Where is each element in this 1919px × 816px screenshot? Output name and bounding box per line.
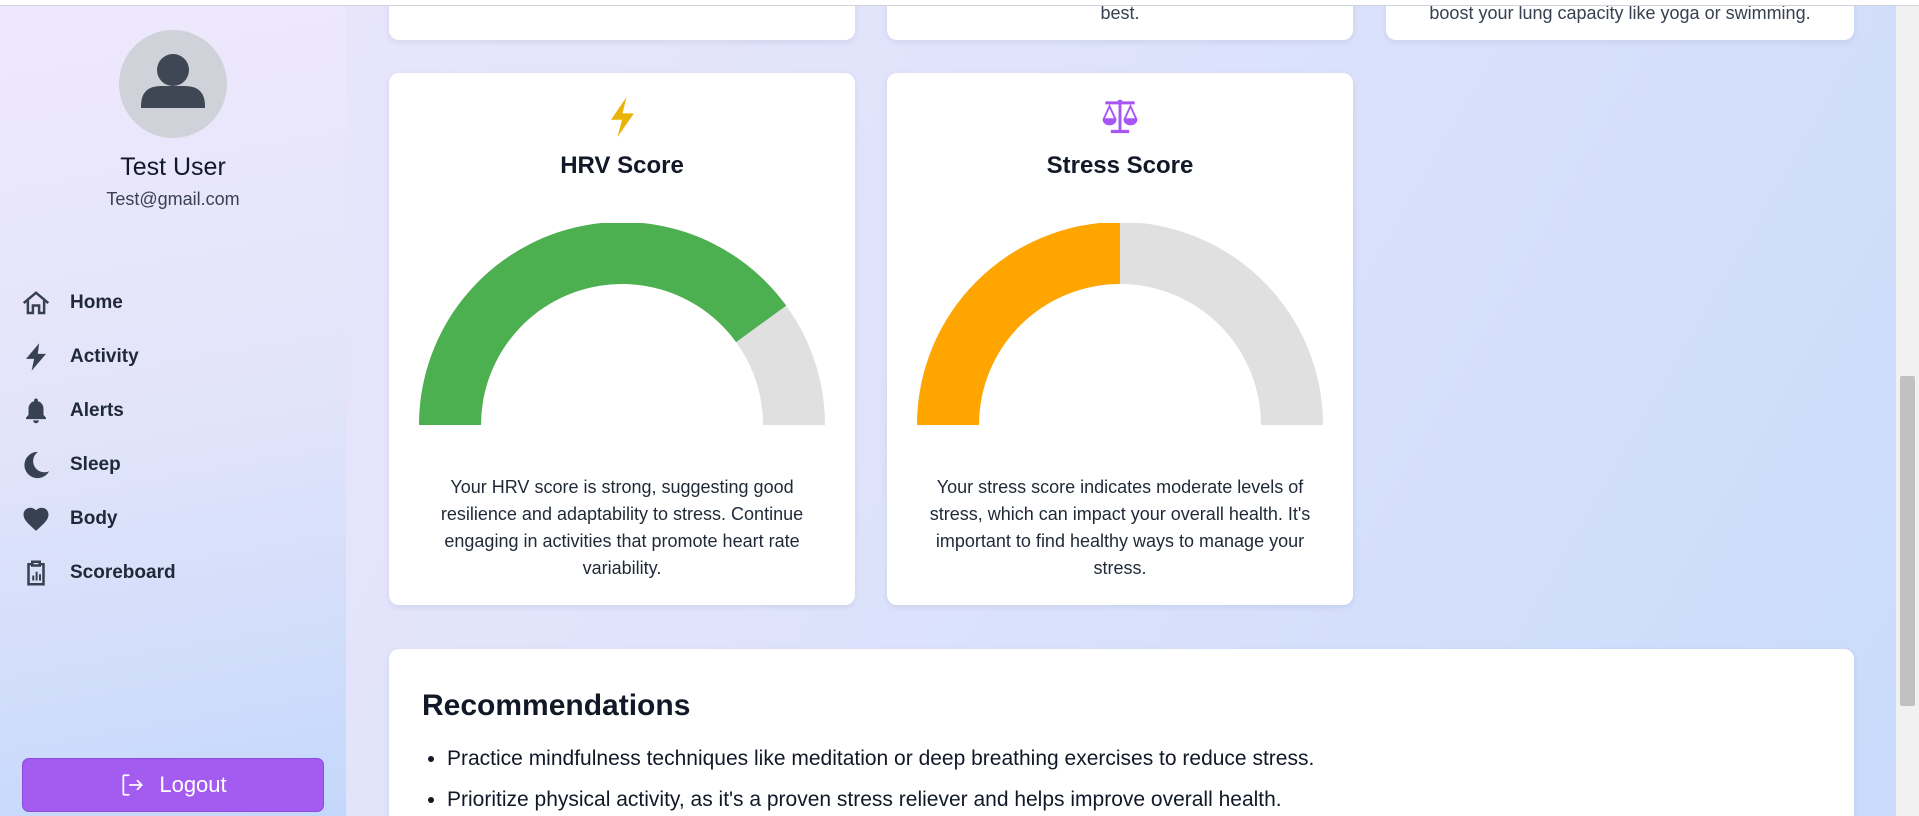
logout-button[interactable]: Logout	[22, 758, 324, 812]
stress-score-card: Stress Score Your stress score indicates…	[887, 73, 1353, 605]
hrv-gauge	[419, 223, 825, 425]
card-title: HRV Score	[560, 152, 684, 179]
recommendations-card: Recommendations Practice mindfulness tec…	[389, 649, 1854, 816]
sidebar-item-alerts[interactable]: Alerts	[20, 384, 176, 438]
sidebar-item-scoreboard[interactable]: Scoreboard	[20, 546, 176, 600]
window-top-border	[0, 0, 1919, 6]
sidebar-item-sleep[interactable]: Sleep	[20, 438, 176, 492]
bolt-icon	[389, 95, 855, 139]
heart-icon	[20, 503, 52, 535]
user-name: Test User	[120, 153, 226, 181]
sidebar-item-label: Scoreboard	[70, 562, 176, 583]
card-text: best.	[1100, 3, 1140, 23]
home-icon	[20, 287, 52, 319]
sidebar-nav: Home Activity Alerts Sleep Body	[20, 276, 176, 600]
sidebar-item-label: Activity	[70, 346, 139, 367]
gauge-fill	[917, 223, 1120, 425]
hrv-score-card: HRV Score Your HRV score is strong, sugg…	[389, 73, 855, 605]
info-card-partial: best.	[887, 0, 1353, 40]
sidebar-item-body[interactable]: Body	[20, 492, 176, 546]
sidebar-item-activity[interactable]: Activity	[20, 330, 176, 384]
logout-label: Logout	[159, 772, 227, 797]
user-email: Test@gmail.com	[106, 189, 240, 209]
clipboard-icon	[20, 557, 52, 589]
info-card-partial: boost your lung capacity like yoga or sw…	[1386, 0, 1854, 40]
recommendations-title: Recommendations	[422, 689, 691, 722]
card-title: Stress Score	[1046, 152, 1194, 179]
gauge-fill	[419, 223, 787, 425]
sidebar-item-home[interactable]: Home	[20, 276, 176, 330]
card-text: boost your lung capacity like yoga or sw…	[1429, 3, 1811, 23]
sidebar-item-label: Sleep	[70, 454, 121, 475]
scale-icon	[887, 95, 1353, 139]
scrollbar-thumb[interactable]	[1900, 376, 1915, 706]
recommendations-list: Practice mindfulness techniques like med…	[447, 747, 1314, 816]
sidebar-item-label: Home	[70, 292, 123, 313]
list-item: Practice mindfulness techniques like med…	[447, 747, 1314, 771]
card-description: Your stress score indicates moderate lev…	[929, 477, 1311, 578]
info-card-partial	[389, 0, 855, 40]
user-avatar-icon[interactable]	[119, 30, 227, 138]
sidebar: Test User Test@gmail.com Home Activity A…	[0, 6, 346, 816]
card-description: Your HRV score is strong, suggesting goo…	[440, 477, 804, 578]
bolt-icon	[20, 341, 52, 373]
vertical-scrollbar[interactable]	[1896, 6, 1919, 816]
moon-icon	[20, 449, 52, 481]
bell-icon	[20, 395, 52, 427]
stress-gauge	[917, 223, 1323, 425]
list-item: Prioritize physical activity, as it's a …	[447, 788, 1314, 812]
sidebar-item-label: Alerts	[70, 400, 124, 421]
sidebar-item-label: Body	[70, 508, 118, 529]
logout-icon	[122, 774, 143, 796]
